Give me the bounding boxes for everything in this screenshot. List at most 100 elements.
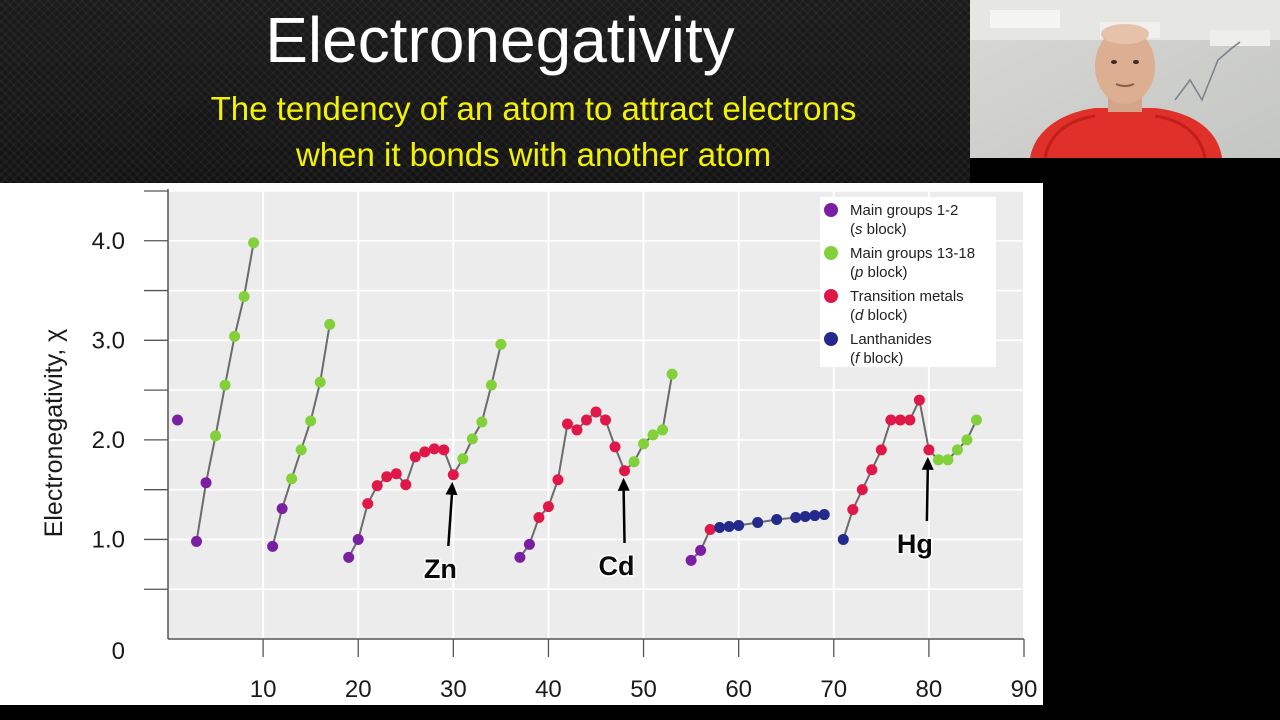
legend-sublabel: (f block): [850, 350, 903, 367]
data-point-d-block: [419, 446, 431, 458]
data-point-d-block: [428, 443, 440, 455]
data-point-s-block: [276, 503, 288, 515]
data-point-p-block: [638, 438, 650, 450]
data-point-f-block: [723, 521, 735, 533]
x-tick-label: 70: [820, 676, 847, 703]
data-points: [172, 237, 982, 566]
data-point-d-block: [438, 444, 450, 456]
legend-label: Main groups 1-2: [850, 202, 958, 219]
data-point-d-block: [885, 414, 897, 426]
slide-header: Electronegativity The tendency of an ato…: [0, 0, 970, 183]
data-point-d-block: [561, 418, 573, 430]
data-point-p-block: [495, 338, 507, 350]
data-point-p-block: [219, 379, 231, 391]
data-point-p-block: [229, 330, 241, 342]
data-point-p-block: [314, 376, 326, 388]
data-point-s-block: [352, 533, 364, 545]
data-point-d-block: [552, 474, 564, 486]
data-point-d-block: [923, 444, 935, 456]
data-point-f-block: [771, 514, 783, 526]
data-point-p-block: [628, 456, 640, 468]
y-tick-label: 2.0: [92, 427, 125, 454]
x-tick-label: 90: [1011, 676, 1038, 703]
axes: 10 20 30 40 50 60 70 80 90 0 1.0 2.0 3.0 4.0: [92, 189, 1038, 703]
data-point-p-block: [295, 444, 307, 456]
annotation-arrow-line: [622, 484, 626, 544]
data-point-d-block: [571, 424, 583, 436]
electronegativity-chart: 10 20 30 40 50 60 70 80 90 0 1.0 2.0 3.0 4.0 Zn Cd Hg M…: [40, 189, 1038, 703]
y-tick-label: 1.0: [92, 526, 125, 553]
data-point-p-block: [485, 379, 497, 391]
x-tick-label: 50: [630, 676, 657, 703]
data-point-p-block: [942, 454, 954, 466]
data-point-d-block: [875, 444, 887, 456]
legend-sublabel: (s block): [850, 221, 907, 238]
data-point-d-block: [704, 523, 716, 535]
data-point-f-block: [790, 512, 802, 524]
legend-label: Main groups 13-18: [850, 245, 975, 262]
data-point-d-block: [847, 504, 859, 516]
annotation-arrow-line: [925, 463, 930, 522]
legend-marker-p: [824, 246, 838, 260]
legend: Main groups 1-2 (s block) Main groups 13-1…: [820, 197, 996, 367]
x-tick-label: 30: [440, 676, 467, 703]
data-point-d-block: [590, 406, 602, 418]
data-point-s-block: [200, 477, 212, 489]
data-point-s-block: [267, 540, 279, 552]
data-point-f-block: [818, 509, 830, 521]
data-point-d-block: [913, 394, 925, 406]
data-point-p-block: [657, 424, 669, 436]
data-point-d-block: [447, 469, 459, 481]
data-point-p-block: [647, 429, 659, 441]
data-point-f-block: [837, 533, 849, 545]
annotation-arrow-head: [617, 477, 630, 491]
data-point-d-block: [609, 441, 621, 453]
data-point-d-block: [866, 464, 878, 476]
subtitle-line-2: when it bonds with another atom: [295, 136, 772, 173]
data-point-d-block: [904, 414, 916, 426]
x-tick-label: 20: [345, 676, 372, 703]
data-point-p-block: [238, 291, 250, 303]
webcam-presenter-video: [970, 0, 1280, 158]
x-tick-label: 60: [725, 676, 752, 703]
data-point-p-block: [248, 237, 260, 249]
annotation-arrow-line: [447, 488, 454, 547]
data-point-s-block: [685, 554, 697, 566]
chart-panel: 10 20 30 40 50 60 70 80 90 0 1.0 2.0 3.0 4.0 Zn Cd Hg M…: [0, 183, 1043, 705]
data-point-s-block: [695, 544, 707, 556]
data-point-d-block: [381, 471, 393, 483]
annotation-arrow-head: [445, 481, 458, 496]
data-point-p-block: [932, 454, 944, 466]
data-point-s-block: [191, 535, 203, 547]
data-point-d-block: [600, 414, 612, 426]
data-point-p-block: [286, 473, 298, 485]
data-point-p-block: [970, 414, 982, 426]
slide-subtitle: The tendency of an atom to attract elect…: [0, 86, 1067, 178]
y-tick-label: 0: [112, 638, 125, 665]
data-point-p-block: [476, 416, 488, 428]
data-point-f-block: [714, 521, 726, 533]
legend-label: Lanthanides: [850, 331, 932, 348]
annotation-arrow-head: [921, 456, 934, 470]
presenter-image: [970, 0, 1280, 158]
data-point-d-block: [371, 480, 383, 492]
legend-sublabel: (p block): [850, 264, 908, 281]
data-point-f-block: [799, 511, 811, 523]
annotation-label-zn: Zn: [424, 554, 457, 584]
data-point-p-block: [457, 453, 469, 465]
annotation-label-cd: Cd: [599, 551, 635, 581]
x-tick-label: 40: [535, 676, 562, 703]
data-point-d-block: [362, 498, 374, 510]
data-point-d-block: [619, 465, 631, 477]
data-point-f-block: [809, 510, 821, 522]
data-point-p-block: [961, 434, 973, 446]
annotations: Zn Cd Hg: [422, 456, 934, 586]
data-point-d-block: [390, 468, 402, 480]
y-tick-label: 3.0: [92, 327, 125, 354]
data-point-d-block: [400, 479, 412, 491]
annotation-label-hg: Hg: [897, 529, 933, 559]
slide-title: Electronegativity: [265, 4, 735, 76]
data-point-p-block: [951, 444, 963, 456]
data-point-p-block: [466, 433, 478, 445]
data-point-f-block: [733, 520, 745, 532]
